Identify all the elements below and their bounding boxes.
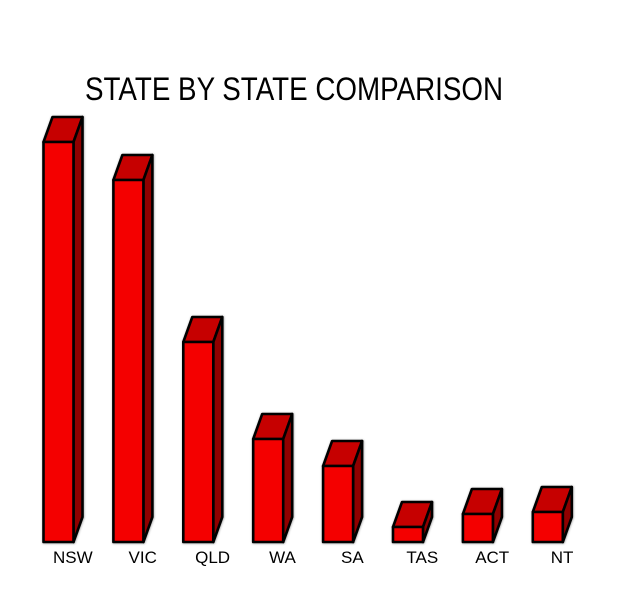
x-axis-label-tas: TAS: [406, 548, 438, 567]
bar-act: [461, 487, 504, 544]
x-axis-label-act: ACT: [475, 548, 509, 567]
bar-nt-front-face: [531, 510, 565, 544]
chart-title: STATE BY STATE COMPARISON: [85, 71, 503, 107]
bar-vic: [112, 153, 154, 544]
bar-nsw-front-face: [42, 140, 75, 544]
bar-sa: [321, 439, 364, 544]
x-axis-label-wa: WA: [269, 548, 296, 567]
x-axis-label-sa: SA: [341, 548, 364, 567]
bar-wa: [251, 412, 294, 544]
x-axis-label-vic: VIC: [129, 548, 157, 567]
x-axis-label-nsw: NSW: [53, 548, 93, 567]
x-axis-label-qld: QLD: [195, 548, 230, 567]
bars-group: [42, 115, 574, 544]
bar-vic-side-face: [142, 153, 154, 544]
bar-qld-front-face: [182, 340, 215, 544]
bar-wa-side-face: [281, 412, 294, 544]
bar-tas: [391, 500, 434, 544]
bar-nt: [531, 485, 574, 544]
bar-tas-front-face: [391, 525, 425, 544]
bar-act-front-face: [461, 512, 495, 544]
bar-nsw: [42, 115, 84, 544]
x-axis-labels: NSW VIC QLD WA SA TAS ACT NT: [53, 548, 573, 567]
bar-sa-front-face: [321, 464, 355, 544]
bar-vic-front-face: [112, 178, 145, 544]
bar-qld-side-face: [212, 315, 224, 544]
bar-wa-front-face: [251, 437, 285, 544]
bar-nsw-side-face: [72, 115, 84, 544]
x-axis-label-nt: NT: [551, 548, 574, 567]
bar-qld: [182, 315, 224, 544]
